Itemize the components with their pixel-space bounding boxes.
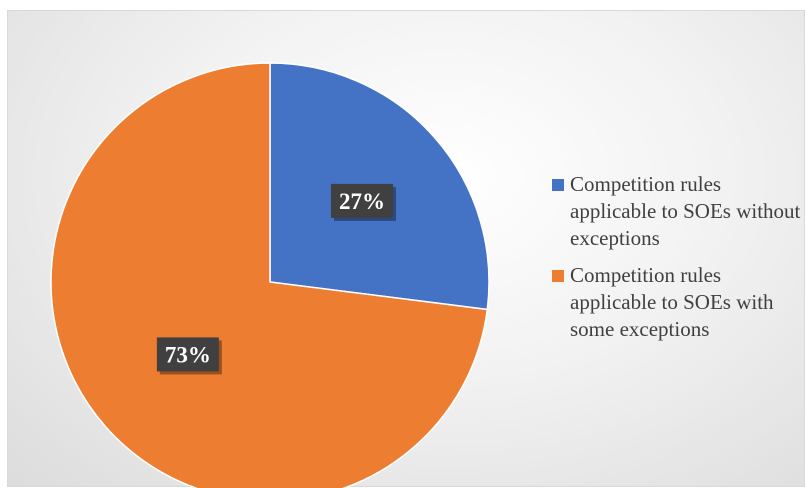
legend-swatch-orange bbox=[552, 270, 564, 282]
data-label-box bbox=[156, 337, 219, 372]
data-label-1: 73% bbox=[156, 337, 222, 375]
data-label-0: 27% bbox=[330, 183, 396, 221]
data-label-box bbox=[330, 183, 393, 218]
legend-label: Competition rules applicable to SOEs wit… bbox=[570, 172, 801, 250]
data-label-text: 73% bbox=[165, 342, 211, 367]
pie-slice-with-some-exceptions bbox=[50, 62, 489, 488]
legend-swatch-blue bbox=[552, 179, 564, 191]
pie-chart: 27% 73% bbox=[50, 62, 490, 488]
legend-label: Competition rules applicable to SOEs wit… bbox=[570, 263, 774, 341]
legend-item-without-exceptions: Competition rules applicable to SOEs wit… bbox=[548, 171, 803, 252]
legend-item-with-some-exceptions: Competition rules applicable to SOEs wit… bbox=[548, 262, 803, 343]
data-label-text: 27% bbox=[339, 189, 385, 214]
legend: Competition rules applicable to SOEs wit… bbox=[548, 171, 803, 353]
chart-area: 27% 73% Competition rules applicable to S… bbox=[7, 10, 805, 488]
